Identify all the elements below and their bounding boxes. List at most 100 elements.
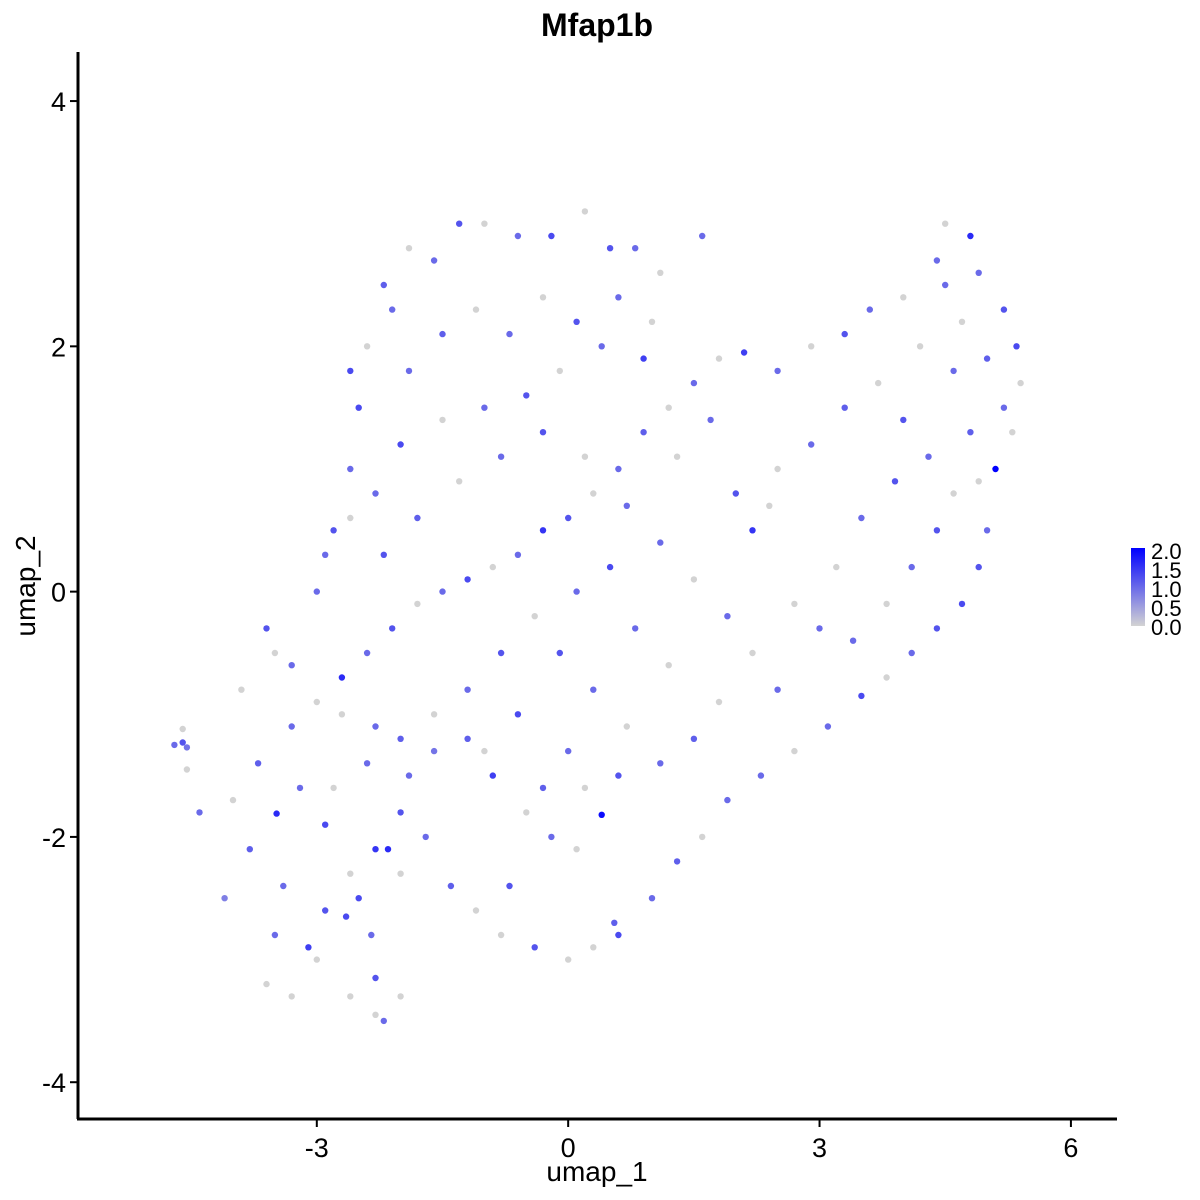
data-point <box>330 784 337 792</box>
data-point <box>481 220 488 227</box>
data-point <box>623 502 630 509</box>
data-point <box>841 330 848 338</box>
data-point <box>372 1011 379 1018</box>
data-point <box>430 257 438 264</box>
data-point <box>548 232 555 240</box>
data-point <box>724 796 731 804</box>
data-point <box>665 404 672 411</box>
data-point <box>565 514 572 522</box>
data-point <box>363 760 371 767</box>
data-point <box>464 576 471 583</box>
data-point <box>632 625 639 632</box>
data-point <box>447 882 455 890</box>
data-point <box>481 404 488 411</box>
data-point <box>875 379 882 387</box>
y-ticks: -4 -2 0 2 4 <box>42 87 78 1098</box>
data-point <box>967 429 974 436</box>
data-point <box>791 747 798 755</box>
data-point <box>774 686 781 693</box>
data-point <box>246 846 253 853</box>
data-point <box>942 220 949 227</box>
data-point <box>389 625 396 632</box>
y-tick-label: -4 <box>42 1068 66 1098</box>
data-point <box>368 931 375 939</box>
data-point <box>405 245 413 252</box>
data-point <box>472 907 480 914</box>
data-point <box>439 588 446 595</box>
y-tick-label: 4 <box>51 87 66 117</box>
data-point <box>414 514 421 522</box>
data-point <box>950 367 957 375</box>
x-tick-label: 0 <box>561 1133 576 1163</box>
data-point <box>372 974 379 982</box>
colorbar-labels: 2.01.51.00.50.0 <box>1151 539 1182 640</box>
data-point <box>766 502 773 509</box>
data-point <box>539 527 547 534</box>
data-point <box>648 318 656 325</box>
data-point <box>573 588 580 595</box>
data-point <box>183 744 191 751</box>
data-point <box>397 735 404 742</box>
data-point <box>322 821 329 828</box>
data-point <box>456 478 463 485</box>
data-point <box>271 649 279 657</box>
data-point <box>925 453 932 460</box>
data-point <box>615 465 622 473</box>
data-point <box>355 404 362 411</box>
data-point <box>942 281 949 289</box>
data-point <box>581 453 589 460</box>
data-point <box>305 944 312 951</box>
data-point <box>539 429 547 436</box>
data-point <box>254 760 262 767</box>
data-point <box>372 723 379 730</box>
data-point <box>590 490 597 497</box>
y-tick-label: -2 <box>42 823 66 853</box>
data-point <box>858 514 865 522</box>
data-point <box>615 772 622 779</box>
data-point <box>849 637 857 644</box>
data-point <box>707 416 714 424</box>
data-point <box>640 429 647 436</box>
data-point <box>1000 404 1008 411</box>
data-point <box>611 919 618 926</box>
data-point <box>464 686 471 693</box>
data-point <box>673 453 681 460</box>
data-point <box>565 747 572 755</box>
data-point <box>548 833 555 841</box>
data-point <box>472 306 480 313</box>
data-point <box>866 306 873 313</box>
data-point <box>858 692 865 700</box>
data-point <box>347 367 354 375</box>
data-point <box>196 809 203 816</box>
data-point <box>791 600 798 608</box>
data-point <box>841 404 848 411</box>
data-point <box>556 367 563 375</box>
data-point <box>690 735 698 742</box>
data-point <box>1013 343 1020 350</box>
data-point <box>271 931 279 939</box>
data-point <box>833 563 840 571</box>
data-point <box>342 913 350 920</box>
data-point <box>933 257 941 264</box>
y-axis-label: umap_2 <box>10 535 41 636</box>
colorbar-legend: 2.01.51.00.50.0 <box>1131 539 1182 640</box>
data-point <box>497 931 505 939</box>
data-point <box>330 527 337 534</box>
data-point <box>606 563 614 571</box>
data-point <box>179 725 186 733</box>
data-point <box>372 490 379 497</box>
data-point <box>481 747 488 755</box>
data-point <box>598 343 605 350</box>
legend-label: 1.0 <box>1151 577 1182 602</box>
data-point <box>539 784 547 792</box>
data-point <box>615 931 622 939</box>
data-point <box>916 343 924 350</box>
data-point <box>673 858 681 865</box>
data-point <box>556 649 563 657</box>
data-point <box>606 245 614 252</box>
data-point <box>590 686 597 693</box>
data-point <box>523 392 530 399</box>
colorbar-gradient <box>1131 548 1145 626</box>
data-point <box>288 662 295 669</box>
data-point <box>598 811 605 818</box>
